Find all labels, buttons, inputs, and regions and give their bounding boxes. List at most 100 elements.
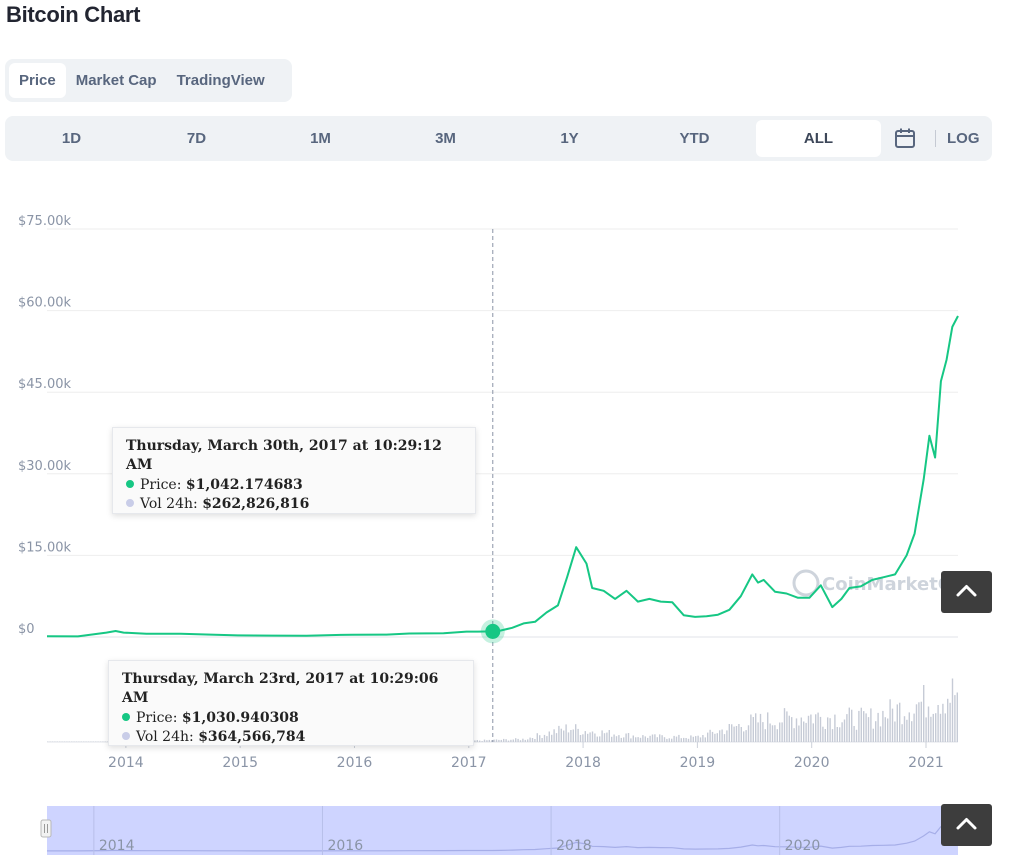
volume-bar — [877, 712, 879, 742]
tooltip-volume-value: $364,566,784 — [198, 729, 306, 745]
volume-bar — [728, 724, 730, 742]
volume-bar — [707, 732, 709, 742]
volume-bar — [812, 723, 814, 742]
volume-bar — [899, 702, 901, 742]
volume-bar — [805, 722, 807, 742]
volume-bar — [673, 735, 675, 742]
volume-bar — [822, 726, 824, 742]
volume-bar — [95, 741, 97, 742]
volume-bar — [510, 739, 512, 742]
watermark: CoinMarketCap — [792, 569, 976, 597]
volume-bar — [671, 738, 673, 742]
volume-bar — [939, 713, 942, 742]
volume-bar — [918, 702, 920, 742]
tooltip-main: Thursday, March 30th, 2017 at 10:29:12 A… — [112, 427, 476, 514]
volume-bar — [620, 737, 622, 742]
volume-bar — [534, 739, 536, 742]
volume-bar — [870, 708, 872, 742]
volume-bar — [479, 740, 481, 742]
tab-market-cap[interactable]: Market Cap — [75, 72, 157, 89]
volume-bar — [503, 738, 505, 742]
x-tick-label: 2017 — [451, 755, 487, 771]
volume-bar — [608, 730, 610, 742]
volume-bar — [560, 728, 562, 742]
range-1d[interactable]: 1D — [61, 130, 82, 147]
volume-bar — [68, 741, 70, 742]
navigator-selection[interactable] — [47, 806, 958, 855]
navigator-ticks: 2014 2016 2018 2020 — [93, 806, 820, 855]
volume-bar — [750, 714, 752, 742]
y-tick-label: $45.00k — [18, 377, 71, 392]
volume-bar — [476, 740, 478, 742]
volume-bar — [659, 734, 661, 742]
volume-bar — [735, 726, 738, 742]
volume-bar — [606, 732, 608, 742]
volume-bar — [867, 717, 870, 742]
range-1m[interactable]: 1M — [310, 130, 331, 147]
volume-bar — [743, 731, 745, 742]
volume-bar — [675, 736, 678, 742]
volume-bar — [505, 739, 507, 742]
volume-bar — [654, 734, 656, 742]
x-tick-label: 2021 — [908, 755, 944, 771]
volume-bar — [611, 736, 613, 742]
volume-bar — [623, 737, 625, 742]
volume-bar — [493, 739, 495, 742]
volume-bar — [843, 719, 846, 742]
calendar-icon[interactable] — [894, 127, 916, 149]
price-dot-icon — [126, 480, 134, 488]
volume-bar — [903, 716, 906, 742]
volume-bar — [901, 724, 903, 742]
range-7d[interactable]: 7D — [186, 130, 207, 147]
volume-bar — [51, 741, 54, 742]
range-3m[interactable]: 3M — [435, 130, 456, 147]
tooltip-volume-label: Vol 24h: — [136, 729, 194, 745]
volume-bar — [47, 741, 49, 742]
volume-bar — [474, 740, 476, 742]
range-1y[interactable]: 1Y — [560, 130, 579, 147]
volume-bar — [803, 721, 805, 742]
tooltip-title: Thursday, March 23rd, 2017 at 10:29:06 A… — [122, 671, 439, 706]
scroll-to-top-button[interactable] — [941, 804, 992, 846]
volume-bar — [486, 740, 488, 742]
tab-tradingview[interactable]: TradingView — [176, 72, 265, 89]
range-all[interactable]: ALL — [756, 120, 881, 157]
volume-bar — [930, 716, 932, 742]
volume-bar — [745, 730, 747, 742]
range-ytd[interactable]: YTD — [679, 130, 710, 147]
volume-bar — [740, 727, 742, 742]
volume-bar — [937, 705, 939, 742]
volume-bar — [90, 741, 92, 742]
volume-bar — [104, 741, 106, 742]
volume-bar — [699, 737, 702, 742]
volume-bar — [810, 714, 812, 742]
volume-bar — [896, 704, 898, 742]
volume-bar — [807, 715, 810, 742]
x-tick-label: 2018 — [565, 755, 601, 771]
tooltip-volume-row: Vol 24h: $364,566,784 — [122, 728, 460, 747]
volume-bar — [932, 713, 934, 742]
volume-bar — [685, 738, 687, 742]
volume-bar — [642, 735, 644, 742]
volume-bar — [911, 721, 913, 742]
volume-bar — [491, 740, 493, 742]
volume-bar — [721, 729, 723, 742]
volume-bar — [56, 741, 58, 742]
tab-price[interactable]: Price — [9, 63, 66, 98]
volume-bar — [75, 741, 78, 742]
volume-bar — [887, 718, 889, 742]
volume-bar — [949, 702, 951, 742]
volume-bar — [59, 741, 61, 742]
range-navigator[interactable]: 2014 2016 2018 2020 — [40, 806, 959, 855]
navigator-handle-icon[interactable] — [40, 819, 52, 838]
volume-bar — [920, 701, 922, 742]
volume-bar — [726, 730, 728, 742]
scroll-to-top-button[interactable] — [941, 571, 992, 613]
volume-bar — [723, 734, 726, 742]
tooltip-volume-value: $262,826,816 — [202, 496, 310, 512]
price-chart[interactable]: CoinMarketCap $0 $15.00k $30.00k $45.00k $60… — [0, 170, 1012, 865]
log-scale-toggle[interactable]: LOG — [947, 130, 980, 147]
price-dot-icon — [122, 713, 130, 721]
volume-bar — [498, 739, 500, 742]
volume-bar — [738, 724, 740, 742]
